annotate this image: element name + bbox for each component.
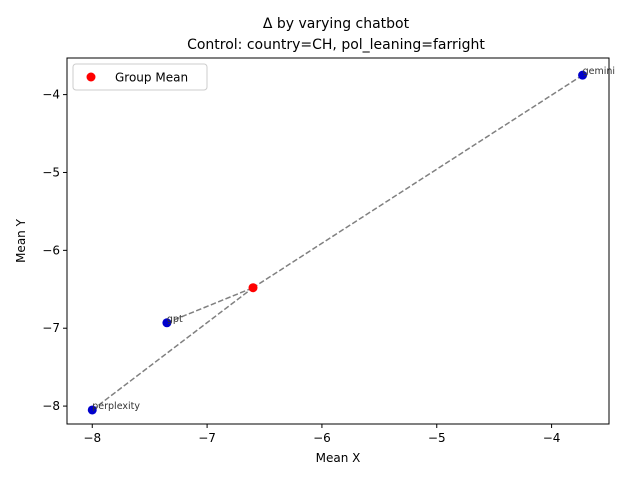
point-label-gpt: gpt — [167, 314, 183, 325]
legend: Group Mean — [72, 63, 208, 91]
point-labels: gemini gpt perplexity — [92, 66, 615, 412]
data-points — [87, 70, 588, 415]
connector-lines — [91, 74, 583, 411]
y-axis-ticks: −8 −7 −6 −5 −4 — [42, 88, 67, 413]
connector-line-gemini — [252, 74, 583, 289]
x-tick-label: −8 — [83, 431, 101, 445]
y-tick-label: −4 — [42, 88, 60, 102]
x-tick-label: −4 — [543, 431, 561, 445]
x-axis-label: Mean X — [316, 451, 361, 465]
y-tick-label: −7 — [42, 321, 60, 335]
legend-marker-group-mean — [86, 72, 96, 82]
y-axis-label: Mean Y — [14, 218, 28, 263]
connector-line-perplexity — [91, 287, 254, 411]
point-label-gemini: gemini — [583, 66, 615, 77]
x-tick-label: −5 — [428, 431, 446, 445]
x-tick-label: −6 — [313, 431, 331, 445]
legend-box — [72, 63, 208, 91]
data-point-gemini — [578, 70, 588, 80]
legend-label-group-mean: Group Mean — [115, 71, 188, 85]
y-tick-label: −6 — [42, 243, 60, 257]
chart-title: Δ by varying chatbot — [263, 16, 410, 32]
point-label-perplexity: perplexity — [92, 401, 140, 412]
y-tick-label: −8 — [42, 399, 60, 413]
data-point-group-mean — [248, 283, 258, 293]
y-tick-label: −5 — [42, 165, 60, 179]
x-tick-label: −7 — [198, 431, 216, 445]
data-point-perplexity — [87, 405, 97, 415]
plot-frame — [66, 57, 610, 425]
data-point-gpt — [162, 318, 172, 328]
x-axis-ticks: −8 −7 −6 −5 −4 — [83, 424, 560, 445]
chart-subtitle: Control: country=CH, pol_leaning=farrigh… — [187, 37, 485, 53]
